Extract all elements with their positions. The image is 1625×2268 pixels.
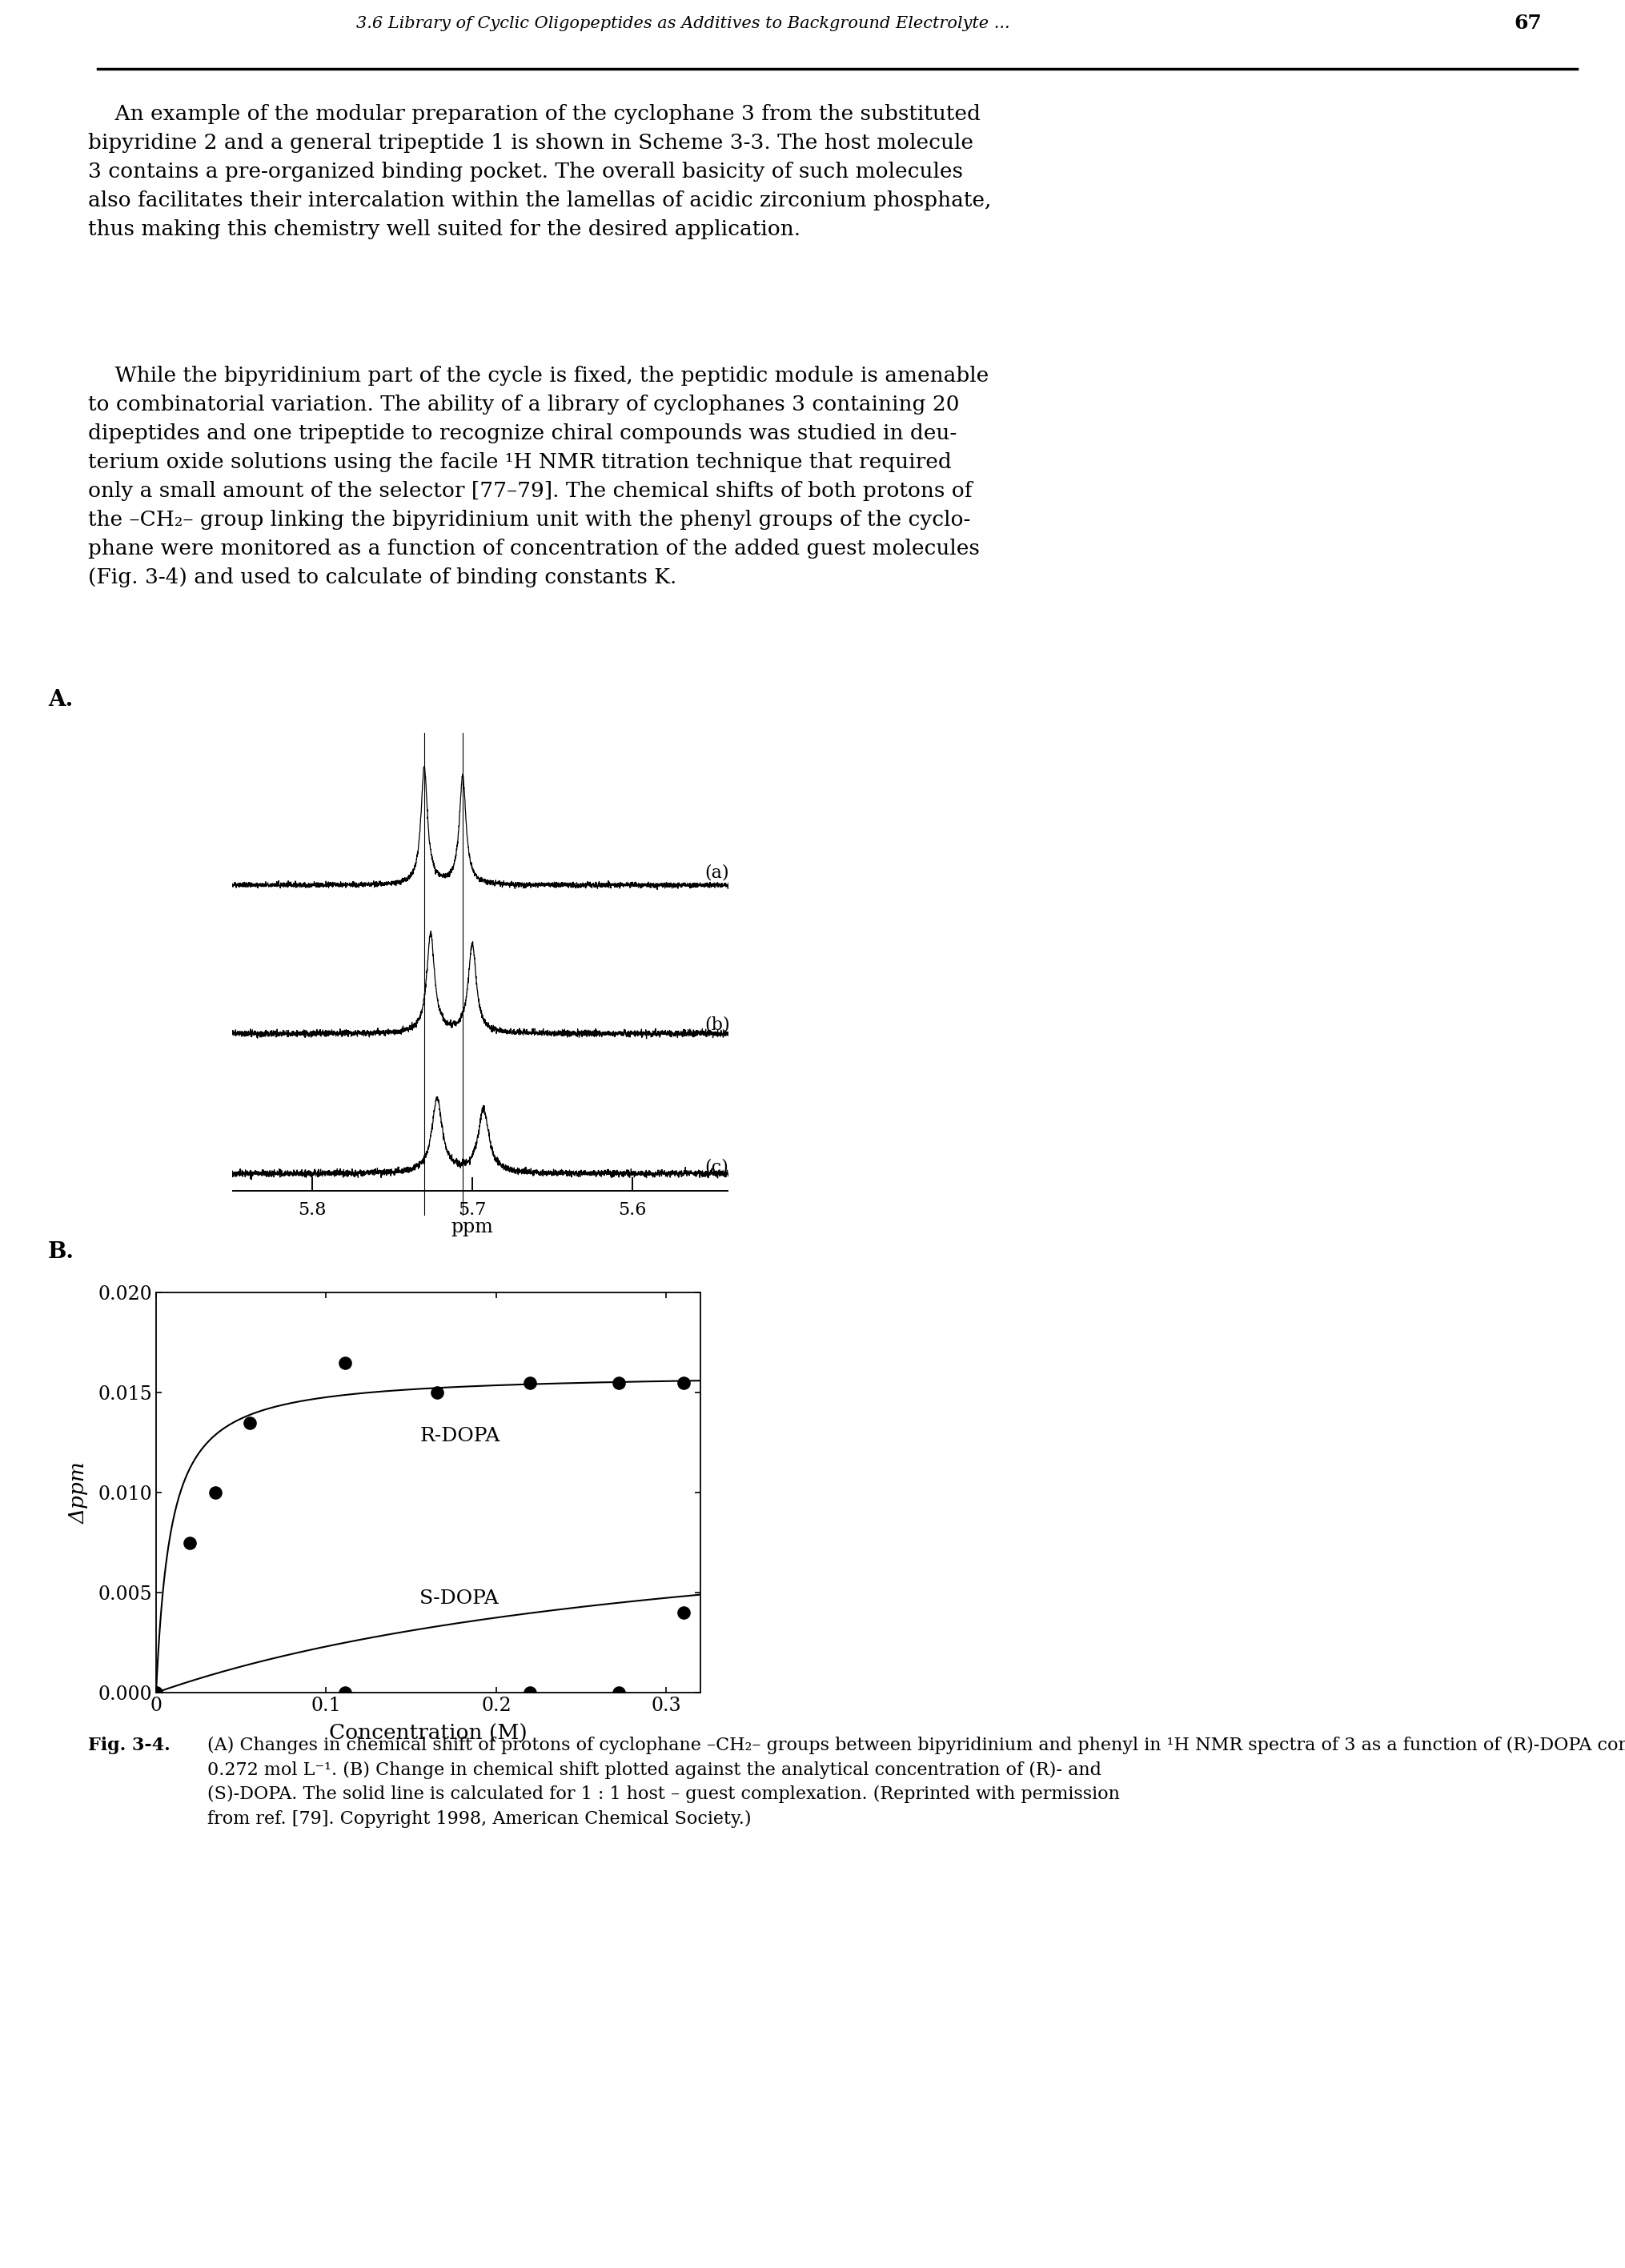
Text: (b): (b) [704,1016,730,1034]
Point [143,1674,169,1710]
Text: S-DOPA: S-DOPA [419,1590,499,1608]
Text: 5.7: 5.7 [458,1202,486,1218]
Text: 67: 67 [1513,14,1542,34]
Text: 5.8: 5.8 [297,1202,327,1218]
Text: B.: B. [49,1241,75,1263]
X-axis label: Concentration (M): Concentration (M) [328,1724,526,1744]
Point [331,1674,357,1710]
Point [669,1365,695,1402]
Point [517,1365,543,1402]
Text: 3.6 Library of Cyclic Oligopeptides as Additives to Background Electrolyte ...: 3.6 Library of Cyclic Oligopeptides as A… [356,16,1009,32]
Point [517,1674,543,1710]
Y-axis label: Δppm: Δppm [68,1461,89,1524]
Text: R-DOPA: R-DOPA [419,1427,500,1445]
Point [143,1674,169,1710]
Text: 5.6: 5.6 [618,1202,647,1218]
Point [237,1404,263,1440]
Point [424,1374,450,1411]
Point [177,1524,203,1560]
Text: A.: A. [49,689,73,712]
Text: (a): (a) [704,864,728,882]
Text: (c): (c) [704,1159,728,1177]
Text: Fig. 3-4.: Fig. 3-4. [88,1737,171,1753]
Point [331,1345,357,1381]
Text: (A) Changes in chemical shift of protons of cyclophane –CH₂– groups between bipy: (A) Changes in chemical shift of protons… [206,1737,1625,1828]
Text: While the bipyridinium part of the cycle is fixed, the peptidic module is amenab: While the bipyridinium part of the cycle… [88,365,988,587]
Point [203,1474,229,1510]
Point [669,1594,695,1631]
Text: ppm: ppm [452,1218,492,1236]
Point [606,1674,632,1710]
Text: An example of the modular preparation of the cyclophane 3 from the substituted
b: An example of the modular preparation of… [88,104,991,240]
Point [606,1365,632,1402]
